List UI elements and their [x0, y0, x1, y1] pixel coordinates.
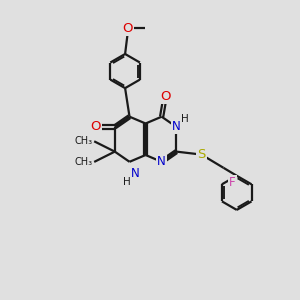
Text: H: H [123, 177, 131, 187]
Text: S: S [197, 148, 206, 161]
Text: CH₃: CH₃ [75, 136, 93, 146]
Text: H: H [181, 114, 188, 124]
Text: N: N [157, 155, 166, 168]
Text: N: N [131, 167, 140, 180]
Text: F: F [229, 176, 236, 189]
Text: O: O [90, 120, 101, 134]
Text: O: O [160, 90, 170, 103]
Text: N: N [172, 120, 181, 134]
Text: CH₃: CH₃ [75, 157, 93, 167]
Text: O: O [122, 22, 133, 35]
